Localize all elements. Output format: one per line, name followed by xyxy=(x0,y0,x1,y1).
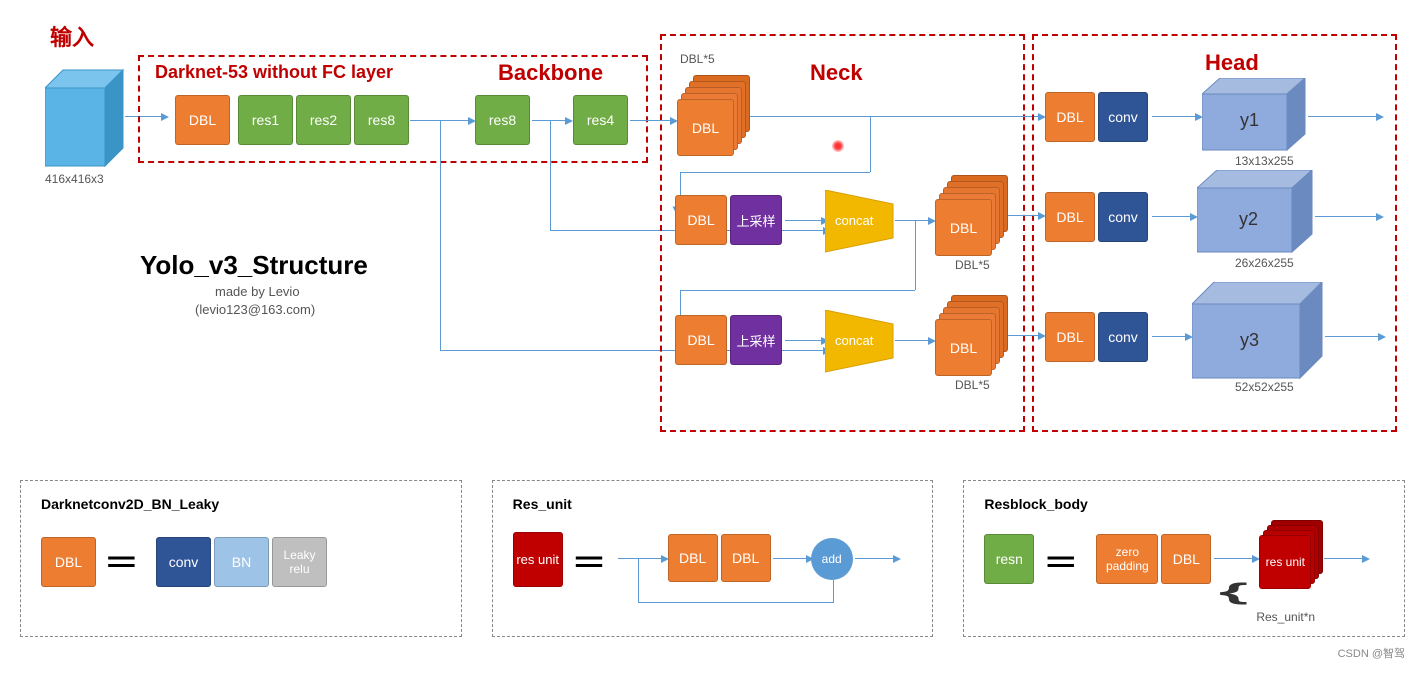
l2-eq: == xyxy=(575,546,600,578)
bb-res1: res1 xyxy=(238,95,293,145)
l2-arrow-in xyxy=(618,558,663,559)
diagram-title: Yolo_v3_Structure xyxy=(140,250,368,281)
legend-resunit: Res_unit res unit == DBL DBL add xyxy=(492,480,934,637)
bb-res2: res2 xyxy=(296,95,351,145)
vline-stack2b xyxy=(680,290,681,315)
arrow-out2 xyxy=(1315,216,1378,217)
neck-dbl-2: DBL xyxy=(675,195,727,245)
hline-stack2 xyxy=(680,290,915,291)
legend3-title: Resblock_body xyxy=(984,496,1384,512)
l3-stack-front: res unit xyxy=(1259,535,1311,589)
l3-dbl: DBL xyxy=(1161,534,1211,584)
input-dims-label: 416x416x3 xyxy=(45,172,104,186)
neck-upsample-2: 上采样 xyxy=(730,195,782,245)
neck-concat-2: concat xyxy=(825,190,895,255)
bb-res8a: res8 xyxy=(354,95,409,145)
l2-res: res unit xyxy=(513,532,563,587)
l1-conv: conv xyxy=(156,537,211,587)
main-diagram: 输入 416x416x3 Darknet-53 without FC layer… xyxy=(20,20,1405,450)
neck-stack-1-front: DBL xyxy=(677,99,734,156)
neck-stack-2-front: DBL xyxy=(935,199,992,256)
output-y1: y1 xyxy=(1202,78,1312,158)
arrow-to-neck1 xyxy=(630,120,672,121)
head-conv-2: conv xyxy=(1098,192,1148,242)
l1-eq: == xyxy=(107,546,132,578)
head-title: Head xyxy=(1205,50,1259,76)
legend-resblock: Resblock_body resn == zero padding DBL r… xyxy=(963,480,1405,637)
l1-dbl: DBL xyxy=(41,537,96,587)
y2-dims: 26x26x255 xyxy=(1235,256,1294,270)
vline-from-res8b xyxy=(550,120,551,230)
footer: CSDN @智驾 xyxy=(20,645,1405,661)
neck-dbl-3: DBL xyxy=(675,315,727,365)
l3-arrow xyxy=(1214,558,1254,559)
legend2-title: Res_unit xyxy=(513,496,913,512)
l3-zero: zero padding xyxy=(1096,534,1158,584)
y1-dims: 13x13x255 xyxy=(1235,154,1294,168)
neck-title: Neck xyxy=(810,60,863,86)
l2-add: add xyxy=(811,538,853,580)
arrow-up2-concat xyxy=(785,220,823,221)
legend1-title: Darknetconv2D_BN_Leaky xyxy=(41,496,441,512)
arrow-head1 xyxy=(1152,116,1197,117)
bb-res4: res4 xyxy=(573,95,628,145)
svg-text:y2: y2 xyxy=(1239,209,1258,229)
neck-upsample-3: 上采样 xyxy=(730,315,782,365)
neck-concat-3: concat xyxy=(825,310,895,375)
head-dbl-2: DBL xyxy=(1045,192,1095,242)
arrow-concat3-stack xyxy=(895,340,930,341)
arrow-head3 xyxy=(1152,336,1187,337)
neck-stack-3-front: DBL xyxy=(935,319,992,376)
bb-dbl: DBL xyxy=(175,95,230,145)
y3-dims: 52x52x255 xyxy=(1235,380,1294,394)
hline-stack1 xyxy=(680,172,870,173)
vline-stack2 xyxy=(915,220,916,290)
arrow-up3-concat xyxy=(785,340,823,341)
head-conv-3: conv xyxy=(1098,312,1148,362)
head-dbl-1: DBL xyxy=(1045,92,1095,142)
arrow-to-head2 xyxy=(1008,215,1040,216)
neck-dbl5-label-1: DBL*5 xyxy=(680,52,715,66)
neck-dbl5-label-2: DBL*5 xyxy=(955,258,990,272)
arrow-to-head3 xyxy=(1008,335,1040,336)
l2-skip-v2 xyxy=(833,580,834,603)
head-dbl-3: DBL xyxy=(1045,312,1095,362)
l3-footnote: Res_unit*n xyxy=(1256,610,1315,624)
svg-text:y3: y3 xyxy=(1240,330,1259,350)
diagram-subtitle2: (levio123@163.com) xyxy=(195,302,315,317)
l3-arrow-out xyxy=(1324,558,1364,559)
arrow-neck1-head xyxy=(750,116,1040,117)
arrow-out3 xyxy=(1325,336,1380,337)
l2-skip-h xyxy=(638,602,833,603)
l2-arrow-out xyxy=(855,558,895,559)
vline-stack1 xyxy=(870,116,871,172)
red-dot xyxy=(832,140,844,152)
diagram-subtitle1: made by Levio xyxy=(215,284,300,299)
legend-row: Darknetconv2D_BN_Leaky DBL == conv BN Le… xyxy=(20,480,1405,637)
output-y3: y3 xyxy=(1192,282,1327,387)
head-conv-1: conv xyxy=(1098,92,1148,142)
legend-dbl: Darknetconv2D_BN_Leaky DBL == conv BN Le… xyxy=(20,480,462,637)
neck-dbl5-label-3: DBL*5 xyxy=(955,378,990,392)
backbone-title: Backbone xyxy=(498,60,603,86)
input-cube xyxy=(45,68,130,173)
arrow-head2 xyxy=(1152,216,1192,217)
svg-text:y1: y1 xyxy=(1240,110,1259,130)
l2-skip-v1 xyxy=(638,558,639,603)
l1-bn: BN xyxy=(214,537,269,587)
l2-dbl2: DBL xyxy=(721,534,771,582)
vline-from-res8a xyxy=(440,120,441,350)
arrow-out1 xyxy=(1308,116,1378,117)
backbone-subtitle: Darknet-53 without FC layer xyxy=(155,62,393,83)
arrow-concat2-stack xyxy=(895,220,930,221)
bb-res8b: res8 xyxy=(475,95,530,145)
l2-arrow-mid xyxy=(773,558,808,559)
input-label: 输入 xyxy=(50,20,94,52)
l3-resn: resn xyxy=(984,534,1034,584)
l1-leaky: Leaky relu xyxy=(272,537,327,587)
l2-dbl1: DBL xyxy=(668,534,718,582)
l3-brace: ⏟ xyxy=(1225,582,1354,605)
l3-eq: == xyxy=(1046,546,1071,578)
output-y2: y2 xyxy=(1197,170,1317,260)
